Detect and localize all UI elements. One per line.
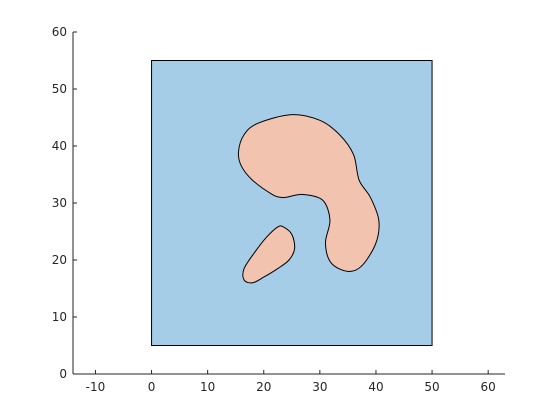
region-large-blob bbox=[237, 114, 380, 272]
axes-layer: -10 0 10 20 30 40 50 60 0 10 20 30 40 50 60 bbox=[52, 25, 505, 394]
x-tick-label: -10 bbox=[86, 380, 106, 394]
y-tick-label: 30 bbox=[52, 196, 67, 210]
y-tick-label: 50 bbox=[52, 82, 67, 96]
y-tick-label: 40 bbox=[52, 139, 67, 153]
x-tick-label: 20 bbox=[256, 380, 271, 394]
y-tick-label: 60 bbox=[52, 25, 67, 39]
x-tick-label: 40 bbox=[368, 380, 383, 394]
x-tick-label: 30 bbox=[312, 380, 327, 394]
y-tick-label: 20 bbox=[52, 253, 67, 267]
x-tick-label: 0 bbox=[148, 380, 156, 394]
x-tick-label: 60 bbox=[481, 380, 496, 394]
region-small-blob bbox=[242, 225, 296, 284]
x-tick-label: 10 bbox=[200, 380, 215, 394]
y-tick-label: 0 bbox=[59, 367, 67, 381]
region-square bbox=[151, 60, 433, 346]
regions-layer bbox=[151, 60, 433, 346]
x-tick-label: 50 bbox=[424, 380, 439, 394]
y-tick-label: 10 bbox=[52, 310, 67, 324]
